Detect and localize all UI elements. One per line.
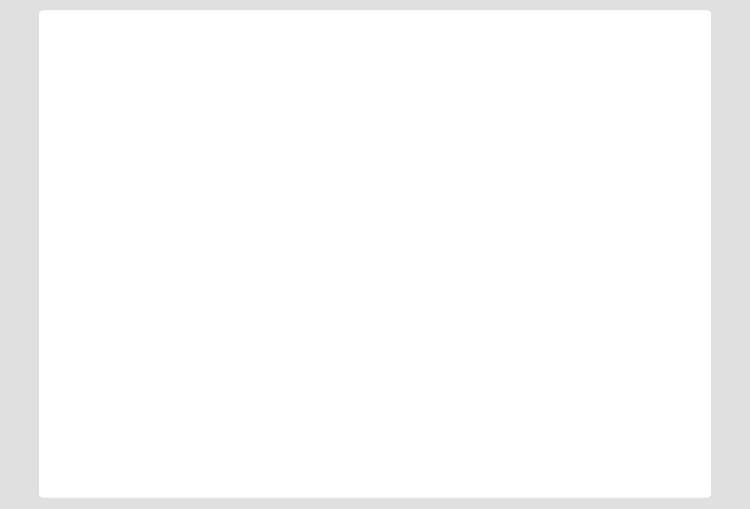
Text: V-I curve: V-I curve [75,103,176,126]
Text: Parabolic VI curve.: Parabolic VI curve. [161,273,374,297]
Text: Non-linear VI curve.: Non-linear VI curve. [161,194,388,218]
Text: Straight line VI curve.: Straight line VI curve. [161,431,410,455]
Text: Sinusoidal VI curve.: Sinusoidal VI curve. [161,352,387,376]
Text: Ohmic components have a: Ohmic components have a [75,52,382,75]
